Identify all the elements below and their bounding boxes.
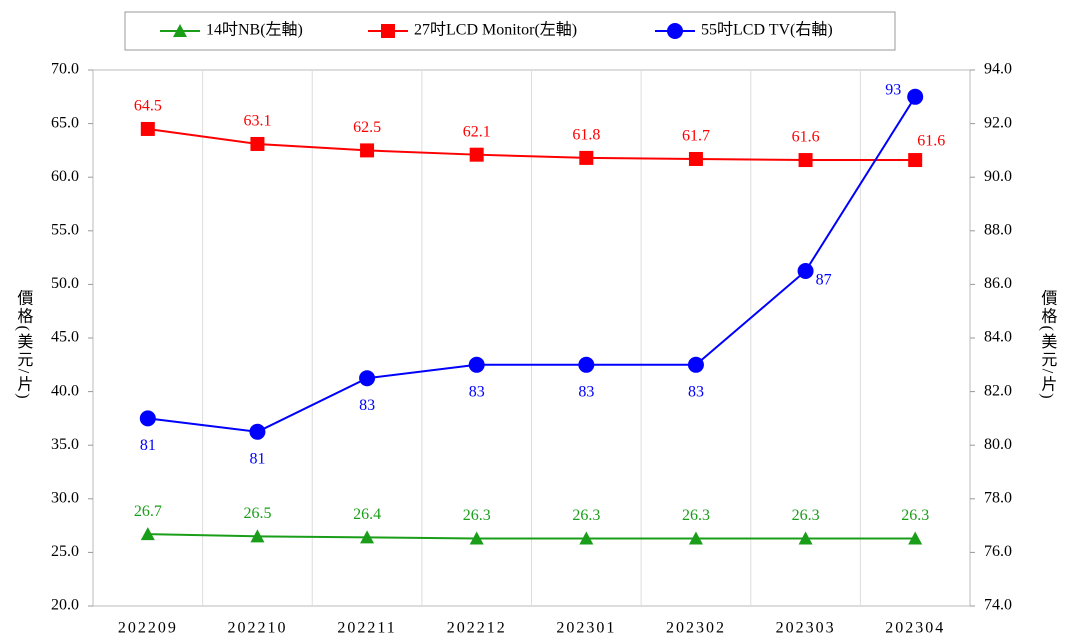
data-point xyxy=(469,147,484,162)
data-label: 81 xyxy=(249,450,265,467)
data-label: 26.7 xyxy=(134,503,162,520)
y-tick-label: 50.0 xyxy=(51,275,79,292)
data-point xyxy=(249,423,266,440)
data-point xyxy=(688,531,703,545)
data-point xyxy=(139,410,156,427)
y-tick-label: 20.0 xyxy=(51,597,79,614)
x-tick-label: 202209 xyxy=(118,620,178,637)
x-tick-label: 202303 xyxy=(776,620,836,637)
data-point xyxy=(579,150,594,165)
data-label: 26.3 xyxy=(901,507,929,524)
data-point xyxy=(578,356,595,373)
data-point xyxy=(250,136,265,151)
y-tick-label: 55.0 xyxy=(51,221,79,238)
data-point xyxy=(469,531,484,545)
data-point xyxy=(250,529,265,543)
series-line xyxy=(147,127,916,162)
data-point xyxy=(797,263,814,279)
data-point xyxy=(798,531,813,545)
data-label: 61.6 xyxy=(917,133,945,150)
data-label: 83 xyxy=(688,383,704,400)
legend-box xyxy=(124,11,896,51)
y-tick-label: 25.0 xyxy=(51,543,79,560)
data-label: 26.3 xyxy=(463,507,491,524)
series-line xyxy=(147,533,916,540)
data-point xyxy=(468,356,485,373)
data-point xyxy=(360,530,375,544)
series-line xyxy=(147,96,917,433)
data-label: 87 xyxy=(816,272,832,289)
y-tick-label: 60.0 xyxy=(51,168,79,185)
data-label: 61.7 xyxy=(682,128,710,145)
data-label: 93 xyxy=(885,81,901,98)
data-label: 83 xyxy=(359,397,375,414)
data-point xyxy=(907,88,924,105)
data-label: 62.5 xyxy=(353,119,381,136)
data-point xyxy=(688,151,703,166)
y-tick-label: 45.0 xyxy=(51,329,79,346)
data-label: 81 xyxy=(140,437,156,454)
y2-tick-label: 92.0 xyxy=(984,114,1012,131)
data-label: 83 xyxy=(469,383,485,400)
x-tick-label: 202302 xyxy=(666,620,726,637)
data-point xyxy=(908,531,923,545)
y2-tick-label: 90.0 xyxy=(984,168,1012,185)
y2-tick-label: 76.0 xyxy=(984,543,1012,560)
data-label: 26.5 xyxy=(243,505,271,522)
data-label: 26.4 xyxy=(353,506,381,523)
data-point xyxy=(579,531,594,545)
y-tick-label: 35.0 xyxy=(51,436,79,453)
y-tick-label: 65.0 xyxy=(51,114,79,131)
x-tick-label: 202304 xyxy=(885,620,945,637)
data-label: 26.3 xyxy=(792,507,820,524)
data-label: 63.1 xyxy=(243,113,271,130)
y2-tick-label: 86.0 xyxy=(984,275,1012,292)
y2-tick-label: 82.0 xyxy=(984,382,1012,399)
y2-tick-label: 88.0 xyxy=(984,221,1012,238)
data-point xyxy=(908,153,923,168)
x-tick-label: 202301 xyxy=(556,620,616,637)
x-tick-label: 202212 xyxy=(447,620,507,637)
x-tick-label: 202210 xyxy=(227,620,287,637)
y-tick-label: 70.0 xyxy=(51,61,79,78)
data-label: 64.5 xyxy=(134,98,162,115)
data-label: 61.8 xyxy=(572,127,600,144)
legend-marker xyxy=(381,24,395,38)
legend-marker xyxy=(667,23,683,39)
y2-axis-title: 價格(美元/片) xyxy=(1038,289,1057,400)
legend-label: 27吋LCD Monitor(左軸) xyxy=(414,21,577,39)
data-point xyxy=(798,153,813,168)
y2-tick-label: 84.0 xyxy=(984,329,1012,346)
y2-tick-label: 94.0 xyxy=(984,61,1012,78)
y2-tick-label: 80.0 xyxy=(984,436,1012,453)
data-point xyxy=(140,527,155,541)
legend-label: 55吋LCD TV(右軸) xyxy=(701,21,833,39)
data-label: 62.1 xyxy=(463,123,491,140)
data-label: 26.3 xyxy=(572,507,600,524)
y-axis-title: 價格(美元/片) xyxy=(14,289,33,400)
legend-marker xyxy=(173,24,187,37)
y-tick-label: 30.0 xyxy=(51,489,79,506)
data-label: 83 xyxy=(578,383,594,400)
y2-tick-label: 78.0 xyxy=(984,489,1012,506)
data-point xyxy=(359,370,376,387)
y2-tick-label: 74.0 xyxy=(984,597,1012,614)
data-point xyxy=(360,143,375,158)
y-tick-label: 40.0 xyxy=(51,382,79,399)
x-tick-label: 202211 xyxy=(337,620,396,637)
data-point xyxy=(140,121,155,136)
legend-label: 14吋NB(左軸) xyxy=(206,21,303,39)
data-label: 61.6 xyxy=(792,129,820,146)
data-point xyxy=(687,356,704,373)
data-label: 26.3 xyxy=(682,507,710,524)
